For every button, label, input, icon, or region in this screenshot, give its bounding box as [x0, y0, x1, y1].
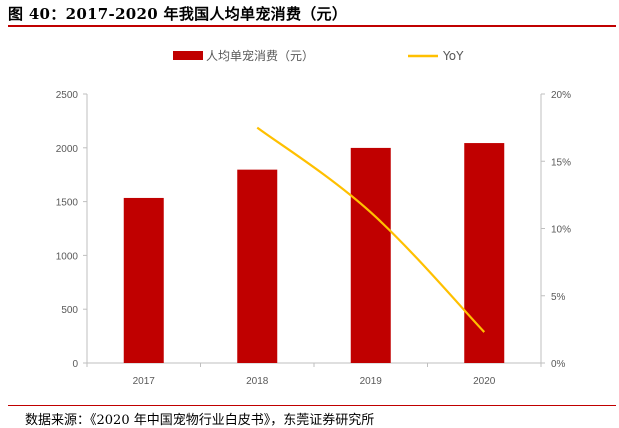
- x-tick-label: 2020: [473, 376, 496, 387]
- x-tick-label: 2017: [133, 376, 156, 387]
- left-tick-label: 2000: [56, 144, 79, 155]
- bar-2018: [237, 170, 277, 363]
- left-tick-label: 2500: [56, 90, 79, 101]
- right-tick-label: 15%: [551, 157, 571, 168]
- legend-label-bar: 人均单宠消费（元）: [206, 48, 314, 63]
- chart-svg: 0 500 1000 1500 2000 2500 0% 5% 10% 15% 20% 2017 201…: [0, 0, 619, 405]
- source-note: 数据来源：《2020 年中国宠物行业白皮书》，东莞证券研究所: [25, 409, 374, 428]
- left-tick-label: 1500: [56, 198, 79, 209]
- right-tick-label: 0%: [551, 359, 566, 370]
- left-tick-label: 500: [61, 305, 78, 316]
- bar-2020: [464, 143, 504, 363]
- x-tick-label: 2019: [360, 376, 383, 387]
- legend-label-line: YoY: [442, 49, 464, 63]
- right-tick-label: 5%: [551, 292, 566, 303]
- bar-2019: [351, 148, 391, 363]
- right-tick-label: 10%: [551, 225, 571, 236]
- left-tick-label: 0: [72, 359, 78, 370]
- x-tick-label: 2018: [246, 376, 269, 387]
- left-tick-label: 1000: [56, 251, 79, 262]
- right-tick-label: 20%: [551, 90, 571, 101]
- bottom-divider: [8, 405, 616, 406]
- legend-swatch-bar: [173, 51, 203, 60]
- bar-2017: [124, 198, 164, 363]
